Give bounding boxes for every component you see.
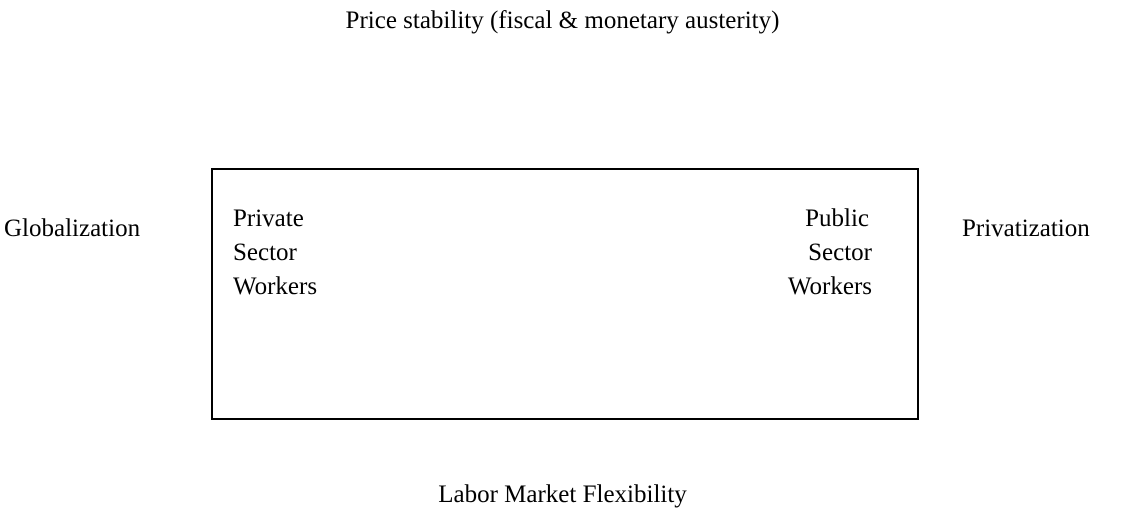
- top-label: Price stability (fiscal & monetary auste…: [345, 7, 780, 34]
- box: Private Sector Workers Public Sector Wor…: [211, 168, 919, 420]
- bottom-label: Labor Market Flexibility: [438, 481, 687, 508]
- line: Public: [805, 205, 869, 232]
- left-label: Globalization: [4, 215, 141, 242]
- line: Sector: [808, 239, 872, 266]
- right-label: Privatization: [962, 215, 1090, 242]
- line: Private: [233, 205, 304, 232]
- left-lines: Private Sector Workers: [233, 202, 317, 304]
- line: Workers: [787, 273, 872, 300]
- line: Workers: [233, 273, 318, 300]
- right-lines: Public Sector Workers: [788, 202, 872, 304]
- line: Sector: [233, 239, 297, 266]
